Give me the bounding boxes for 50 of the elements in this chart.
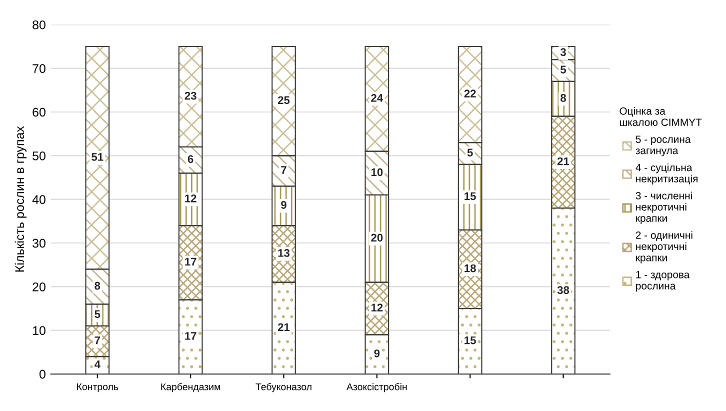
data-label: 25	[278, 96, 290, 104]
data-label: 6	[188, 155, 194, 164]
y-tick-label: 70	[32, 64, 46, 73]
data-label: 22	[464, 90, 476, 98]
data-label: 5	[94, 310, 100, 318]
data-label: 20	[371, 234, 383, 242]
y-tick-label: 20	[32, 282, 46, 292]
data-label: 12	[185, 194, 196, 202]
data-label: 21	[557, 157, 570, 166]
y-tick-label: 0	[39, 370, 46, 379]
y-tick-label: 30	[32, 238, 46, 248]
legend-label: 2 - одиничні некротичні крапки	[636, 231, 692, 264]
data-label: 10	[371, 168, 383, 176]
legend-label: 1 - здорова рослина	[636, 271, 690, 292]
data-label: 4	[94, 360, 100, 368]
data-label: 9	[374, 349, 380, 358]
data-label: 7	[281, 166, 286, 174]
legend-label: 5 - рослина загинула	[636, 136, 691, 156]
legend-label: 3 - численні некротичні крапки	[636, 192, 692, 224]
data-label: 5	[560, 66, 566, 74]
data-label: 38	[557, 286, 570, 294]
data-label: 8	[560, 94, 566, 102]
data-label: 51	[92, 153, 104, 161]
data-label: 7	[94, 336, 100, 344]
data-label: 13	[278, 249, 290, 257]
y-tick-label: 10	[33, 326, 46, 335]
y-tick-label: 50	[32, 151, 46, 160]
data-label: 8	[94, 282, 100, 290]
y-tick-label: 80	[32, 20, 46, 30]
data-label: 21	[278, 323, 290, 332]
data-label: 3	[560, 48, 566, 56]
data-label: 12	[371, 304, 383, 312]
data-label: 15	[464, 336, 476, 344]
data-label: 17	[185, 258, 196, 266]
data-label: 18	[464, 264, 476, 272]
data-label: 24	[371, 94, 384, 102]
y-tick-label: 40	[32, 195, 46, 204]
x-tick-label: Карбендазим	[161, 383, 220, 392]
data-label: 5	[467, 148, 473, 156]
y-axis-title: Кількість рослин в групах	[14, 126, 26, 272]
x-tick-label: Азоксістробін	[346, 383, 407, 392]
x-tick-label: Контроль	[77, 383, 118, 392]
data-label: 17	[185, 332, 196, 340]
y-tick-label: 60	[32, 108, 46, 117]
data-label: 15	[464, 192, 476, 200]
x-tick-label: Тебуконазол	[256, 383, 312, 392]
legend-label: 4 - суцільна некритизація	[636, 164, 698, 184]
data-label: 23	[184, 92, 196, 100]
legend-title: Оцінка за шкалою CIMMYT	[620, 107, 702, 126]
data-label: 9	[281, 201, 286, 209]
